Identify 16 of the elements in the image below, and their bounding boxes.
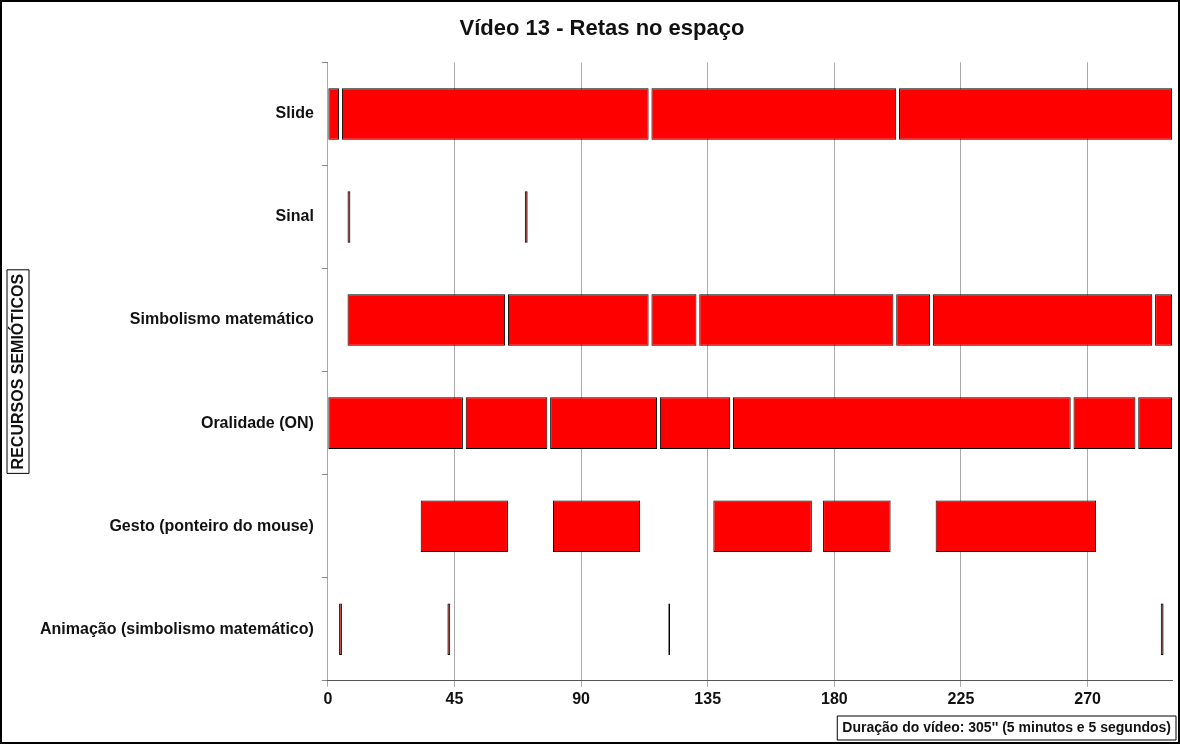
x-tick-label: 0 — [323, 689, 333, 707]
y-tick-label: Animação (simbolismo matemático) — [40, 619, 314, 637]
y-tick-label: Simbolismo matemático — [129, 310, 315, 328]
text: Duração do vídeo: 305'' (5 minutos e 5 segundos) — [842, 718, 1172, 735]
chart-title: Vídeo 13 - Retas no espaço — [459, 15, 745, 41]
x-tick-label: 135 — [694, 689, 722, 707]
x-tick-label: 90 — [572, 689, 591, 707]
x-tick-label: 45 — [445, 689, 464, 707]
y-tick-label: Slide — [275, 104, 314, 122]
x-tick-label: 225 — [947, 689, 975, 707]
y-tick-label: Gesto (ponteiro do mouse) — [109, 516, 314, 534]
x-tick-label: 180 — [820, 689, 848, 707]
x-tick-label: 270 — [1074, 689, 1102, 707]
y-tick-label: Sinal — [275, 207, 314, 225]
y-tick-label: Oralidade (ON) — [200, 413, 314, 431]
y-axis-title: RECURSOS SEMIÓTICOS — [8, 273, 27, 470]
